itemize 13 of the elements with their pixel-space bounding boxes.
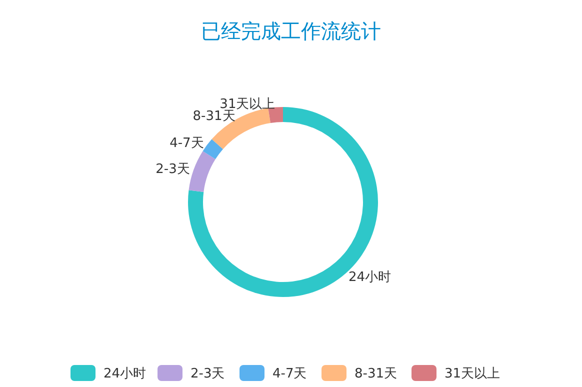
slice-label: 2-3天 [156, 162, 190, 178]
slice-label: 8-31天 [192, 108, 236, 124]
chart-title: 已经完成工作流统计 [201, 19, 381, 43]
legend-label: 24小时 [104, 366, 146, 382]
donut-slice [202, 139, 223, 160]
slice-label: 24小时 [348, 270, 392, 285]
legend-label: 4-7天 [272, 366, 307, 382]
donut-slice [268, 107, 283, 123]
legend-label: 2-3天 [190, 366, 225, 382]
legend-label: 8-31天 [354, 366, 398, 382]
legend-label: 31天以上 [444, 366, 500, 382]
donut-slice [188, 151, 216, 192]
slice-label: 4-7天 [170, 136, 204, 152]
